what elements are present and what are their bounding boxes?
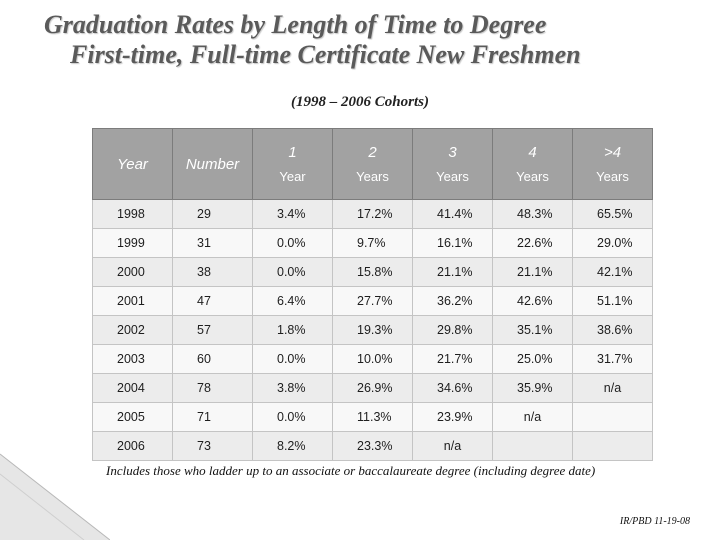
table-cell: 2001 xyxy=(92,286,173,316)
table-cell: 15.8% xyxy=(332,257,413,287)
table-cell: 6.4% xyxy=(252,286,333,316)
table-cell: 21.1% xyxy=(412,257,493,287)
table-cell: 27.7% xyxy=(332,286,413,316)
table-cell: 22.6% xyxy=(492,228,573,258)
table-cell: 78 xyxy=(172,373,253,403)
header-2-years: 2 Years xyxy=(332,128,413,200)
table-cell: 16.1% xyxy=(412,228,493,258)
header-number: Number xyxy=(172,128,253,200)
table-cell: 21.7% xyxy=(412,344,493,374)
table-cell: 1.8% xyxy=(252,315,333,345)
table-cell: 10.0% xyxy=(332,344,413,374)
table-cell: 29 xyxy=(172,199,253,229)
header-3-years: 3 Years xyxy=(412,128,493,200)
table-cell: 42.1% xyxy=(572,257,653,287)
table-row: 2001 47 6.4% 27.7% 36.2% 42.6% 51.1% xyxy=(92,286,653,316)
table-cell: 2003 xyxy=(92,344,173,374)
table-cell: 48.3% xyxy=(492,199,573,229)
table-row: 1999 31 0.0% 9.7% 16.1% 22.6% 29.0% xyxy=(92,228,653,258)
table-cell xyxy=(572,402,653,432)
table-cell: 0.0% xyxy=(252,402,333,432)
table-cell: 1999 xyxy=(92,228,173,258)
table-cell: 71 xyxy=(172,402,253,432)
table-cell: 2006 xyxy=(92,431,173,461)
table-cell: 38.6% xyxy=(572,315,653,345)
table-cell: 23.3% xyxy=(332,431,413,461)
table-cell xyxy=(492,431,573,461)
table-cell: 26.9% xyxy=(332,373,413,403)
table-cell: 23.9% xyxy=(412,402,493,432)
table-cell: n/a xyxy=(492,402,573,432)
table-cell: 29.8% xyxy=(412,315,493,345)
table-cell: 36.2% xyxy=(412,286,493,316)
table-cell: 3.8% xyxy=(252,373,333,403)
cohort-subtitle: (1998 – 2006 Cohorts) xyxy=(291,94,429,110)
header-1-year: 1 Year xyxy=(252,128,333,200)
table-cell: 51.1% xyxy=(572,286,653,316)
table-cell: 35.9% xyxy=(492,373,573,403)
table-cell: n/a xyxy=(572,373,653,403)
table-row: 1998 29 3.4% 17.2% 41.4% 48.3% 65.5% xyxy=(92,199,653,229)
table-cell: 2000 xyxy=(92,257,173,287)
table-cell: 8.2% xyxy=(252,431,333,461)
table-cell: 1998 xyxy=(92,199,173,229)
table-row: 2000 38 0.0% 15.8% 21.1% 21.1% 42.1% xyxy=(92,257,653,287)
table-cell: 0.0% xyxy=(252,344,333,374)
table-cell: 57 xyxy=(172,315,253,345)
table-cell: 31 xyxy=(172,228,253,258)
table-cell: 42.6% xyxy=(492,286,573,316)
table-cell: 2002 xyxy=(92,315,173,345)
source-note: IR/PBD 11-19-08 xyxy=(619,516,690,527)
table-cell: 35.1% xyxy=(492,315,573,345)
table-cell: 29.0% xyxy=(572,228,653,258)
table-cell: 47 xyxy=(172,286,253,316)
table-row: 2004 78 3.8% 26.9% 34.6% 35.9% n/a xyxy=(92,373,653,403)
table-cell: 60 xyxy=(172,344,253,374)
table-cell: 11.3% xyxy=(332,402,413,432)
table-cell: 21.1% xyxy=(492,257,573,287)
table-body: 1998 29 3.4% 17.2% 41.4% 48.3% 65.5% 1999 31 0.0%… xyxy=(92,199,653,461)
table-cell: 31.7% xyxy=(572,344,653,374)
header-year: Year xyxy=(92,128,173,200)
table-row: 2006 73 8.2% 23.3% n/a xyxy=(92,431,653,461)
title-line-2: First-time, Full-time Certificate New Fr… xyxy=(70,40,581,69)
table-cell: 2004 xyxy=(92,373,173,403)
table-cell: 41.4% xyxy=(412,199,493,229)
table-cell: 3.4% xyxy=(252,199,333,229)
table-cell: 0.0% xyxy=(252,257,333,287)
table-cell: 19.3% xyxy=(332,315,413,345)
table-row: 2003 60 0.0% 10.0% 21.7% 25.0% 31.7% xyxy=(92,344,653,374)
table-cell: 65.5% xyxy=(572,199,653,229)
graduation-rates-table: Year Number 1 Year 2 Years 3 Years 4 Years >… xyxy=(92,128,653,461)
table-cell: 73 xyxy=(172,431,253,461)
table-cell: 2005 xyxy=(92,402,173,432)
footnote: Includes those who ladder up to an assoc… xyxy=(106,463,596,478)
table-cell xyxy=(572,431,653,461)
page-title: Graduation Rates by Length of Time to De… xyxy=(44,10,704,70)
table-row: 2005 71 0.0% 11.3% 23.9% n/a xyxy=(92,402,653,432)
header-4-years: 4 Years xyxy=(492,128,573,200)
table-cell: n/a xyxy=(412,431,493,461)
table-cell: 0.0% xyxy=(252,228,333,258)
table-cell: 25.0% xyxy=(492,344,573,374)
table-cell: 38 xyxy=(172,257,253,287)
header-over-4-years: >4 Years xyxy=(572,128,653,200)
table-cell: 17.2% xyxy=(332,199,413,229)
table-row: 2002 57 1.8% 19.3% 29.8% 35.1% 38.6% xyxy=(92,315,653,345)
corner-decoration xyxy=(0,453,110,540)
table-cell: 34.6% xyxy=(412,373,493,403)
table-cell: 9.7% xyxy=(332,228,413,258)
header-row: Year Number 1 Year 2 Years 3 Years 4 Years >… xyxy=(92,128,653,200)
title-line-1: Graduation Rates by Length of Time to De… xyxy=(44,10,547,39)
